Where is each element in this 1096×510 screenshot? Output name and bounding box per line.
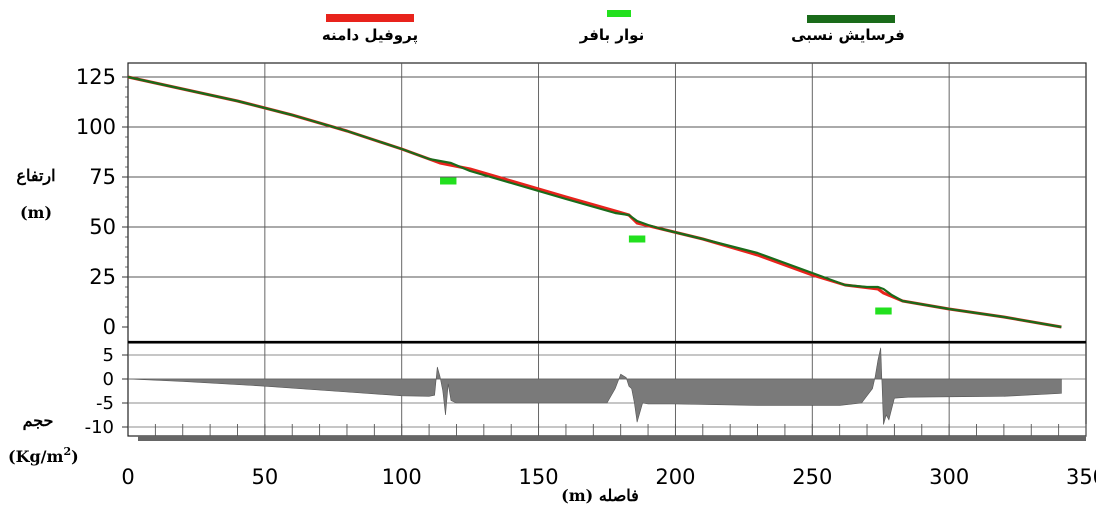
y-tick-label: 5 bbox=[103, 345, 114, 366]
x-tick-label: 300 bbox=[929, 465, 969, 489]
legend: پروفیل دامنه نوار بافر فرسایش نسبی bbox=[322, 10, 905, 45]
y-tick-label: 100 bbox=[76, 115, 116, 139]
buffer-strip bbox=[875, 307, 892, 315]
x-axis-title: (m) فاصله bbox=[561, 486, 639, 505]
plot-area-volume: -10 -5 0 5 bbox=[85, 340, 1087, 441]
y-tick-label: 0 bbox=[103, 369, 114, 390]
y-axis-unit-volume-sup: 2 bbox=[63, 445, 71, 458]
y-tick-label: 50 bbox=[89, 215, 116, 239]
legend-swatch-profile bbox=[326, 14, 414, 22]
legend-swatch-erosion bbox=[807, 15, 895, 23]
y-axis-title-elevation: ارتفاع bbox=[16, 166, 55, 186]
y-axis-unit-volume: (Kg/m2) bbox=[8, 445, 79, 466]
y-axis-unit-elevation: (m) bbox=[20, 203, 52, 222]
x-tick-label: 100 bbox=[382, 465, 422, 489]
x-tick-label: 350 bbox=[1066, 465, 1096, 489]
y-tick-label: -10 bbox=[85, 417, 114, 438]
y-tick-label: 25 bbox=[89, 265, 116, 289]
legend-swatch-buffer bbox=[607, 10, 631, 17]
x-tick-label: 50 bbox=[251, 465, 278, 489]
buffer-strip bbox=[440, 177, 457, 185]
y-axis-title-volume: حجم bbox=[23, 411, 54, 431]
x-tick-label: 250 bbox=[792, 465, 832, 489]
legend-label-erosion: فرسایش نسبی bbox=[791, 26, 905, 44]
x-axis-bar bbox=[138, 436, 1086, 441]
x-axis-title-text: فاصله bbox=[599, 486, 639, 505]
legend-label-buffer: نوار بافر bbox=[579, 26, 644, 44]
y-tick-label: -5 bbox=[96, 393, 114, 414]
x-tick-label: 200 bbox=[655, 465, 695, 489]
y-tick-label: 75 bbox=[89, 165, 116, 189]
legend-label-profile: پروفیل دامنه bbox=[322, 26, 418, 45]
x-tick-label: 0 bbox=[121, 465, 134, 489]
series-line-erosion bbox=[127, 75, 1062, 329]
y-tick-label: 0 bbox=[103, 315, 116, 339]
y-axis-unit-volume-base: (Kg/m bbox=[8, 447, 64, 466]
series-area-volume bbox=[127, 347, 1062, 425]
y-tick-label: 125 bbox=[76, 65, 116, 89]
plot-frame-elevation bbox=[127, 62, 1087, 343]
buffer-strip bbox=[628, 235, 646, 243]
plot-area-elevation: 0 25 50 75 100 125 bbox=[76, 62, 1087, 343]
x-tick-label: 150 bbox=[519, 465, 559, 489]
x-axis-title-unit: (m) bbox=[561, 486, 593, 505]
y-axis-unit-volume-close: ) bbox=[71, 447, 79, 466]
